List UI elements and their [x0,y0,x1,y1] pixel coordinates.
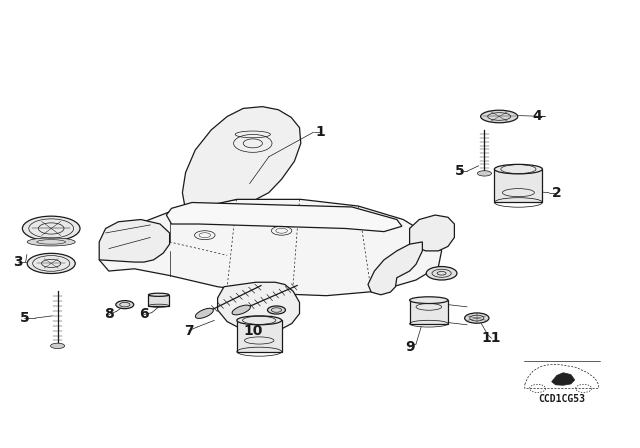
Polygon shape [99,199,442,296]
Ellipse shape [237,316,282,325]
Text: 5: 5 [19,311,29,325]
Ellipse shape [195,308,213,319]
Text: 8: 8 [104,307,114,322]
Ellipse shape [22,216,80,241]
Ellipse shape [28,238,76,246]
Polygon shape [148,295,169,306]
Text: CCD1CG53: CCD1CG53 [538,394,586,404]
Polygon shape [495,169,543,202]
Polygon shape [218,282,300,332]
Ellipse shape [232,305,250,315]
Text: 10: 10 [243,323,262,338]
Ellipse shape [465,313,489,323]
Text: 3: 3 [13,255,23,269]
Text: 2: 2 [552,185,562,200]
Polygon shape [166,202,402,232]
Ellipse shape [116,301,134,309]
Polygon shape [552,373,575,385]
Ellipse shape [495,164,543,174]
Ellipse shape [481,110,518,123]
Polygon shape [99,220,170,262]
Ellipse shape [28,253,76,273]
Polygon shape [237,320,282,352]
Polygon shape [410,300,448,323]
Text: 11: 11 [482,331,501,345]
Text: 6: 6 [139,307,149,322]
Text: 7: 7 [184,323,194,338]
Ellipse shape [51,343,65,349]
Ellipse shape [426,267,457,280]
Text: 1: 1 [315,125,325,139]
Ellipse shape [410,297,448,304]
Text: 9: 9 [404,340,415,354]
Text: 5: 5 [454,164,465,178]
Ellipse shape [477,171,492,176]
Ellipse shape [268,306,285,314]
Polygon shape [410,215,454,251]
Polygon shape [368,242,422,295]
Ellipse shape [148,293,169,297]
Text: 4: 4 [532,109,543,124]
Polygon shape [182,107,301,211]
